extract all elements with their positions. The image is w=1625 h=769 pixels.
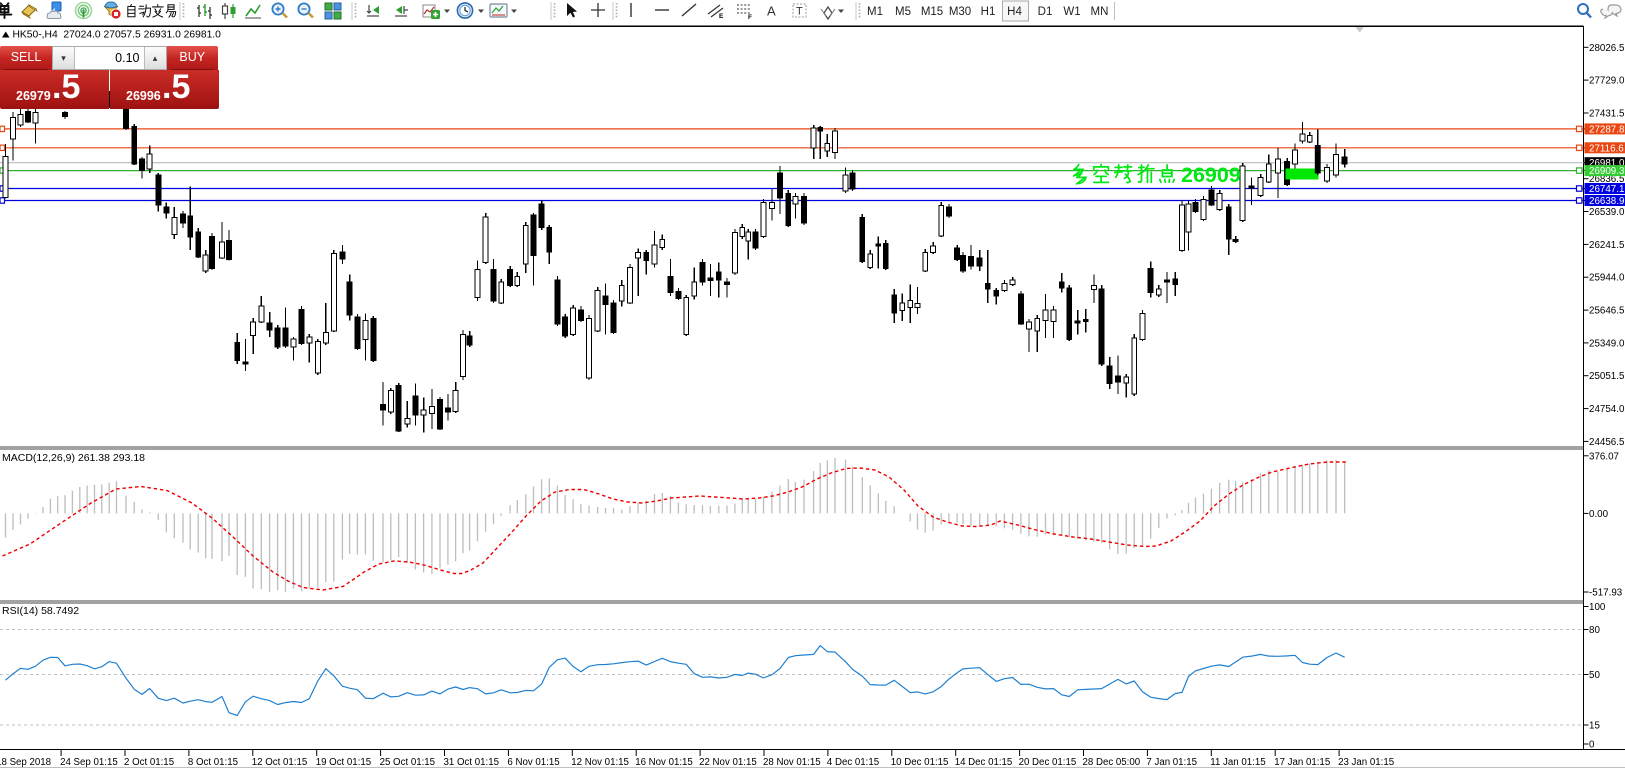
svg-text:M15: M15 — [921, 6, 943, 18]
svg-text:26539.0: 26539.0 — [1589, 207, 1625, 218]
svg-text:MN: MN — [1091, 6, 1109, 18]
svg-text:11 Jan 01:15: 11 Jan 01:15 — [1210, 757, 1265, 768]
svg-text:HK50-,H4 27024.0 27057.5 2693: HK50-,H4 27024.0 27057.5 26931.0 26981.0 — [13, 30, 222, 41]
svg-text:M5: M5 — [895, 6, 911, 18]
svg-text:25646.5: 25646.5 — [1589, 306, 1625, 317]
svg-text:26638.9: 26638.9 — [1589, 196, 1624, 207]
svg-text:28 Dec 05:00: 28 Dec 05:00 — [1083, 757, 1141, 768]
svg-text:RSI(14) 58.7492: RSI(14) 58.7492 — [2, 605, 79, 617]
svg-text:26909: 26909 — [1181, 163, 1241, 187]
svg-text:0.00: 0.00 — [1589, 509, 1609, 520]
svg-text:0: 0 — [1589, 740, 1595, 751]
svg-text:6 Nov 01:15: 6 Nov 01:15 — [507, 757, 559, 768]
svg-text:14 Dec 01:15: 14 Dec 01:15 — [955, 757, 1013, 768]
svg-text:24 Sep 01:15: 24 Sep 01:15 — [60, 757, 118, 768]
svg-text:22 Nov 01:15: 22 Nov 01:15 — [699, 757, 757, 768]
svg-text:17 Jan 01:15: 17 Jan 01:15 — [1274, 757, 1330, 768]
svg-text:F: F — [748, 14, 752, 21]
svg-text:26241.5: 26241.5 — [1589, 240, 1625, 251]
svg-text:24754.0: 24754.0 — [1589, 404, 1625, 415]
svg-text:100: 100 — [1589, 602, 1606, 613]
svg-text:25051.5: 25051.5 — [1589, 371, 1625, 382]
svg-text:80: 80 — [1589, 625, 1600, 636]
svg-text:50: 50 — [1589, 670, 1600, 681]
svg-text:376.07: 376.07 — [1589, 451, 1619, 462]
svg-text:M1: M1 — [867, 6, 883, 18]
svg-text:28026.5: 28026.5 — [1589, 43, 1625, 54]
svg-text:7 Jan 01:15: 7 Jan 01:15 — [1146, 757, 1197, 768]
svg-text:-517.93: -517.93 — [1589, 588, 1623, 599]
svg-text:23 Jan 01:15: 23 Jan 01:15 — [1338, 757, 1394, 768]
svg-text:15: 15 — [1589, 721, 1600, 732]
svg-text:27729.0: 27729.0 — [1589, 76, 1625, 87]
svg-text:18 Sep 2018: 18 Sep 2018 — [0, 757, 51, 768]
svg-text:27287.8: 27287.8 — [1589, 124, 1625, 135]
svg-text:D1: D1 — [1038, 6, 1053, 18]
svg-text:E: E — [719, 13, 724, 20]
svg-text:25944.0: 25944.0 — [1589, 273, 1625, 284]
svg-text:19 Oct 01:15: 19 Oct 01:15 — [316, 757, 371, 768]
svg-text:27431.5: 27431.5 — [1589, 109, 1625, 120]
svg-text:25 Oct 01:15: 25 Oct 01:15 — [380, 757, 435, 768]
svg-text:M30: M30 — [949, 6, 971, 18]
svg-text:16 Nov 01:15: 16 Nov 01:15 — [635, 757, 693, 768]
svg-text:20 Dec 01:15: 20 Dec 01:15 — [1019, 757, 1077, 768]
svg-text:26981.0: 26981.0 — [1589, 158, 1625, 169]
svg-text:28 Nov 01:15: 28 Nov 01:15 — [763, 757, 821, 768]
svg-text:W1: W1 — [1063, 6, 1080, 18]
svg-text:31 Oct 01:15: 31 Oct 01:15 — [444, 757, 499, 768]
svg-text:MACD(12,26,9) 261.38 293.18: MACD(12,26,9) 261.38 293.18 — [2, 452, 145, 464]
svg-text:T: T — [796, 6, 803, 18]
svg-text:H1: H1 — [981, 6, 996, 18]
svg-text:24456.5: 24456.5 — [1589, 437, 1625, 448]
svg-text:12 Oct 01:15: 12 Oct 01:15 — [252, 757, 307, 768]
svg-text:A: A — [767, 4, 776, 19]
svg-text:25349.0: 25349.0 — [1589, 338, 1625, 349]
svg-text:10 Dec 01:15: 10 Dec 01:15 — [891, 757, 949, 768]
svg-text:26747.1: 26747.1 — [1589, 184, 1624, 195]
svg-text:2 Oct 01:15: 2 Oct 01:15 — [124, 757, 174, 768]
svg-text:27116.6: 27116.6 — [1589, 143, 1624, 154]
svg-text:26909.3: 26909.3 — [1589, 166, 1625, 177]
svg-text:12 Nov 01:15: 12 Nov 01:15 — [571, 757, 629, 768]
svg-text:H4: H4 — [1007, 6, 1022, 18]
svg-text:8 Oct 01:15: 8 Oct 01:15 — [188, 757, 238, 768]
svg-text:4 Dec 01:15: 4 Dec 01:15 — [827, 757, 879, 768]
svg-text:26836.5: 26836.5 — [1589, 174, 1625, 185]
